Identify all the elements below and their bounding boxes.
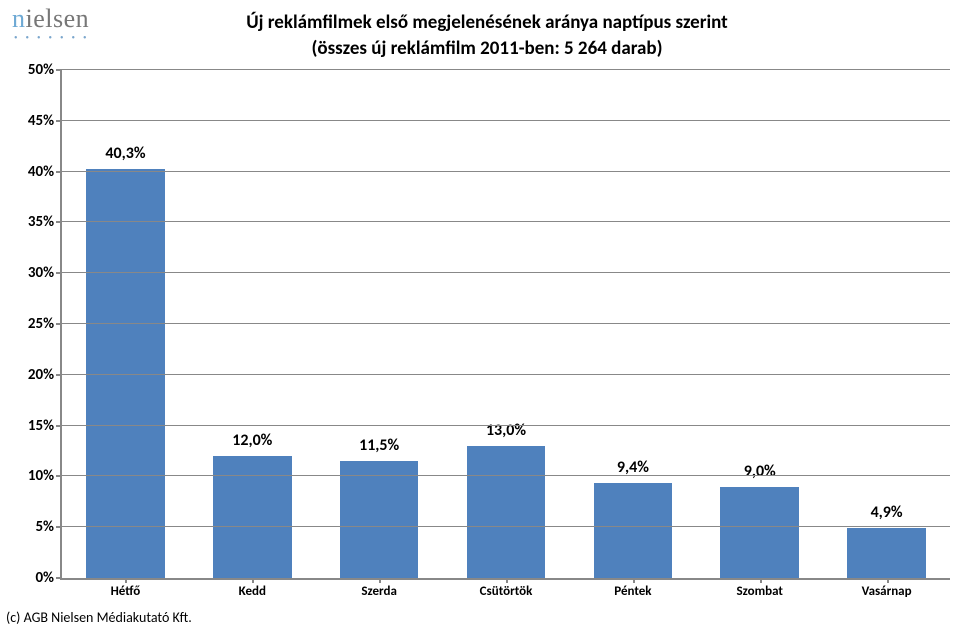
x-tick-mark — [760, 578, 762, 583]
x-category-label: Szerda — [316, 584, 443, 599]
y-tick-mark — [56, 221, 62, 223]
y-tick-mark — [56, 577, 62, 579]
y-tick-mark — [56, 69, 62, 71]
y-tick-label: 40% — [28, 163, 54, 181]
y-tick-label: 45% — [28, 112, 54, 130]
y-tick-label: 20% — [28, 366, 54, 384]
title-line-1: Új reklámfilmek első megjelenésének arán… — [0, 10, 974, 36]
y-tick-label: 10% — [28, 467, 54, 485]
y-tick-label: 5% — [35, 518, 54, 536]
y-tick-label: 15% — [28, 417, 54, 435]
y-tick-mark — [56, 120, 62, 122]
grid-line — [62, 221, 950, 222]
bar-value-label: 4,9% — [871, 503, 903, 522]
y-tick-label: 25% — [28, 315, 54, 333]
x-tick-mark — [125, 578, 127, 583]
grid-line — [62, 425, 950, 426]
copyright-footer: (c) AGB Nielsen Médiakutató Kft. — [6, 609, 192, 626]
x-category-label: Csütörtök — [443, 584, 570, 599]
x-tick-mark — [252, 578, 254, 583]
y-tick-mark — [56, 171, 62, 173]
bar-value-label: 9,0% — [744, 462, 776, 481]
grid-line — [62, 120, 950, 121]
x-tick-mark — [887, 578, 889, 583]
y-tick-label: 0% — [35, 569, 54, 587]
y-tick-mark — [56, 374, 62, 376]
plot-area: 40,3%Hétfő12,0%Kedd11,5%Szerda13,0%Csütö… — [60, 70, 950, 580]
y-tick-mark — [56, 272, 62, 274]
bar-value-label: 11,5% — [359, 436, 399, 455]
x-tick-mark — [633, 578, 635, 583]
bar: 9,0% — [720, 487, 799, 578]
x-category-label: Péntek — [569, 584, 696, 599]
grid-line — [62, 475, 950, 476]
y-tick-mark — [56, 475, 62, 477]
y-tick-mark — [56, 425, 62, 427]
bar-slot: 40,3%Hétfő — [62, 70, 189, 578]
x-tick-mark — [379, 578, 381, 583]
x-category-label: Hétfő — [62, 584, 189, 599]
y-tick-label: 30% — [28, 264, 54, 282]
bar: 4,9% — [847, 528, 926, 578]
grid-line — [62, 171, 950, 172]
x-category-label: Kedd — [189, 584, 316, 599]
chart-page: nielsen ••••••• Új reklámfilmek első meg… — [0, 0, 974, 634]
grid-line — [62, 272, 950, 273]
bar: 13,0% — [467, 446, 546, 578]
bar-value-label: 12,0% — [232, 431, 272, 450]
x-category-label: Vasárnap — [823, 584, 950, 599]
bar: 12,0% — [213, 456, 292, 578]
grid-line — [62, 69, 950, 70]
title-line-2: (összes új reklámfilm 2011-ben: 5 264 da… — [0, 36, 974, 62]
y-tick-label: 50% — [28, 61, 54, 79]
bars-container: 40,3%Hétfő12,0%Kedd11,5%Szerda13,0%Csütö… — [62, 70, 950, 578]
grid-line — [62, 323, 950, 324]
bar-value-label: 40,3% — [105, 144, 145, 163]
bar: 9,4% — [594, 483, 673, 579]
y-tick-mark — [56, 526, 62, 528]
grid-line — [62, 374, 950, 375]
bar-slot: 11,5%Szerda — [316, 70, 443, 578]
y-tick-label: 35% — [28, 213, 54, 231]
bar: 11,5% — [340, 461, 419, 578]
bar-value-label: 9,4% — [617, 458, 649, 477]
bar-slot: 12,0%Kedd — [189, 70, 316, 578]
bar-slot: 4,9%Vasárnap — [823, 70, 950, 578]
bar-slot: 9,4%Péntek — [569, 70, 696, 578]
grid-line — [62, 526, 950, 527]
chart-title: Új reklámfilmek első megjelenésének arán… — [0, 10, 974, 61]
y-tick-mark — [56, 323, 62, 325]
x-category-label: Szombat — [696, 584, 823, 599]
bar-slot: 13,0%Csütörtök — [443, 70, 570, 578]
bar-slot: 9,0%Szombat — [696, 70, 823, 578]
x-tick-mark — [506, 578, 508, 583]
